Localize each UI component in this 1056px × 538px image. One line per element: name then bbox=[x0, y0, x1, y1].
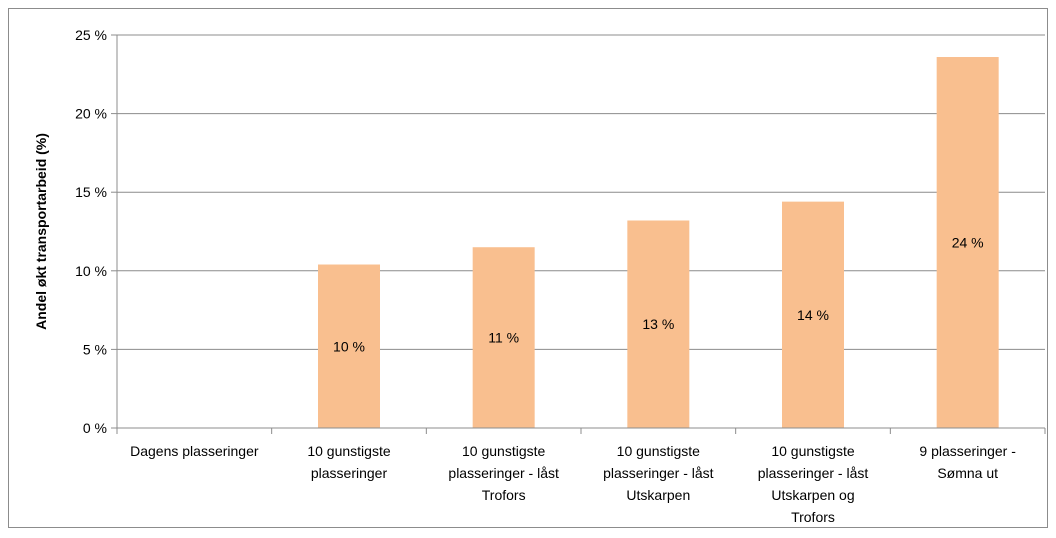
data-label: 14 % bbox=[797, 307, 829, 323]
x-category-label: Dagens plasseringer bbox=[130, 443, 259, 459]
x-category-label: 10 gunstigste plasseringer - låst Utskarpe… bbox=[603, 443, 714, 503]
y-tick-label: 10 % bbox=[75, 263, 107, 279]
y-tick-label: 0 % bbox=[83, 420, 107, 436]
x-category-label: 9 plasseringer -Sømna ut bbox=[919, 443, 1016, 481]
y-tick-label: 5 % bbox=[83, 341, 107, 357]
y-tick-label: 25 % bbox=[75, 27, 107, 43]
bar bbox=[936, 57, 999, 429]
bar bbox=[472, 247, 535, 428]
bar bbox=[318, 264, 380, 428]
data-label: 10 % bbox=[333, 338, 365, 354]
x-category-label: 10 gunstigste plasseringer bbox=[307, 443, 390, 481]
data-label: 11 % bbox=[488, 330, 519, 346]
bar bbox=[782, 201, 844, 428]
data-label: 24 % bbox=[952, 235, 984, 251]
data-label: 13 % bbox=[642, 316, 674, 332]
bar bbox=[627, 220, 690, 428]
y-tick-label: 20 % bbox=[75, 106, 107, 122]
y-tick-label: 15 % bbox=[75, 184, 107, 200]
y-axis-title: Andel økt transportarbeid (%) bbox=[33, 133, 49, 330]
x-category-label: 10 gunstigste plasseringer - låst Trofors bbox=[448, 443, 559, 503]
x-category-label: 10 gunstigste plasseringer - låst Utskarpe… bbox=[758, 443, 869, 525]
